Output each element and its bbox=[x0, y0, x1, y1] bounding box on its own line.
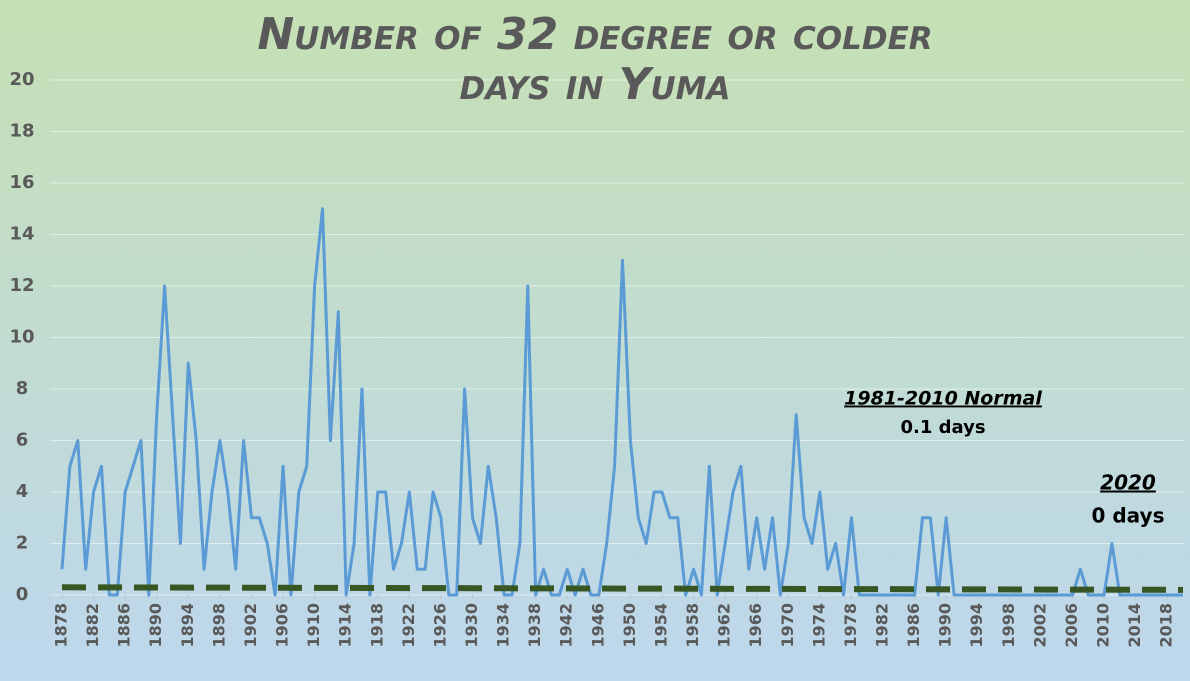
x-tick-label: 2014 bbox=[1125, 603, 1144, 648]
x-tick-label: 1950 bbox=[620, 603, 639, 648]
y-tick-label: 20 bbox=[9, 69, 34, 90]
x-tick-label: 1958 bbox=[683, 603, 702, 648]
x-tick-label: 1898 bbox=[209, 603, 228, 648]
x-tick-label: 1922 bbox=[399, 603, 418, 648]
x-tick-label: 1918 bbox=[367, 603, 386, 648]
annotation-text: 0.1 days bbox=[900, 417, 985, 438]
x-tick-label: 1990 bbox=[936, 603, 955, 648]
x-tick-label: 1906 bbox=[273, 603, 292, 648]
x-tick-label: 1878 bbox=[52, 603, 71, 648]
y-tick-label: 10 bbox=[9, 327, 34, 348]
x-tick-label: 1942 bbox=[557, 603, 576, 648]
x-tick-label: 2018 bbox=[1157, 603, 1176, 648]
x-tick-label: 1974 bbox=[809, 603, 828, 648]
y-tick-label: 16 bbox=[9, 172, 34, 193]
trend-line bbox=[61, 584, 1184, 593]
chart-title: Number of 32 degree or colder days in Yu… bbox=[257, 9, 933, 110]
x-tick-label: 1902 bbox=[241, 603, 260, 648]
x-tick-label: 1954 bbox=[651, 603, 670, 648]
x-tick-label: 1890 bbox=[146, 603, 165, 648]
x-tick-label: 1934 bbox=[494, 603, 513, 648]
x-tick-label: 1962 bbox=[715, 603, 734, 648]
x-tick-label: 1926 bbox=[430, 603, 449, 648]
x-tick-label: 1930 bbox=[462, 603, 481, 648]
x-tick-label: 2002 bbox=[1030, 603, 1049, 648]
data-line bbox=[60, 207, 1183, 597]
annotation-title: 2020 bbox=[1100, 471, 1156, 495]
y-tick-label: 4 bbox=[16, 481, 29, 502]
x-tick-label: 1986 bbox=[904, 603, 923, 648]
y-tick-label: 12 bbox=[9, 275, 34, 296]
x-tick-label: 1886 bbox=[115, 603, 134, 648]
x-tick-label: 1910 bbox=[304, 603, 323, 648]
annotation-title: 1981-2010 Normal bbox=[844, 388, 1042, 410]
y-tick-label: 6 bbox=[16, 430, 29, 451]
x-tick-label: 1914 bbox=[336, 603, 355, 648]
annotation-text: 0 days bbox=[1091, 504, 1164, 528]
x-tick-label: 1994 bbox=[967, 603, 986, 648]
x-tick-label: 1978 bbox=[841, 603, 860, 648]
x-tick-label: 1970 bbox=[778, 603, 797, 648]
y-tick-label: 18 bbox=[9, 121, 34, 142]
x-tick-label: 1998 bbox=[999, 603, 1018, 648]
x-tick-label: 1982 bbox=[873, 603, 892, 648]
x-tick-label: 1894 bbox=[178, 603, 197, 648]
x-tick-label: 1882 bbox=[83, 603, 102, 648]
x-tick-label: 1966 bbox=[746, 603, 765, 648]
y-tick-label: 0 bbox=[16, 584, 29, 605]
x-tick-label: 1946 bbox=[588, 603, 607, 648]
y-tick-label: 14 bbox=[9, 224, 34, 245]
x-tick-label: 2010 bbox=[1094, 603, 1113, 648]
x-tick-label: 2006 bbox=[1062, 603, 1081, 648]
y-tick-label: 2 bbox=[16, 533, 29, 554]
x-tick-label: 1938 bbox=[525, 603, 544, 648]
y-tick-label: 8 bbox=[16, 378, 29, 399]
